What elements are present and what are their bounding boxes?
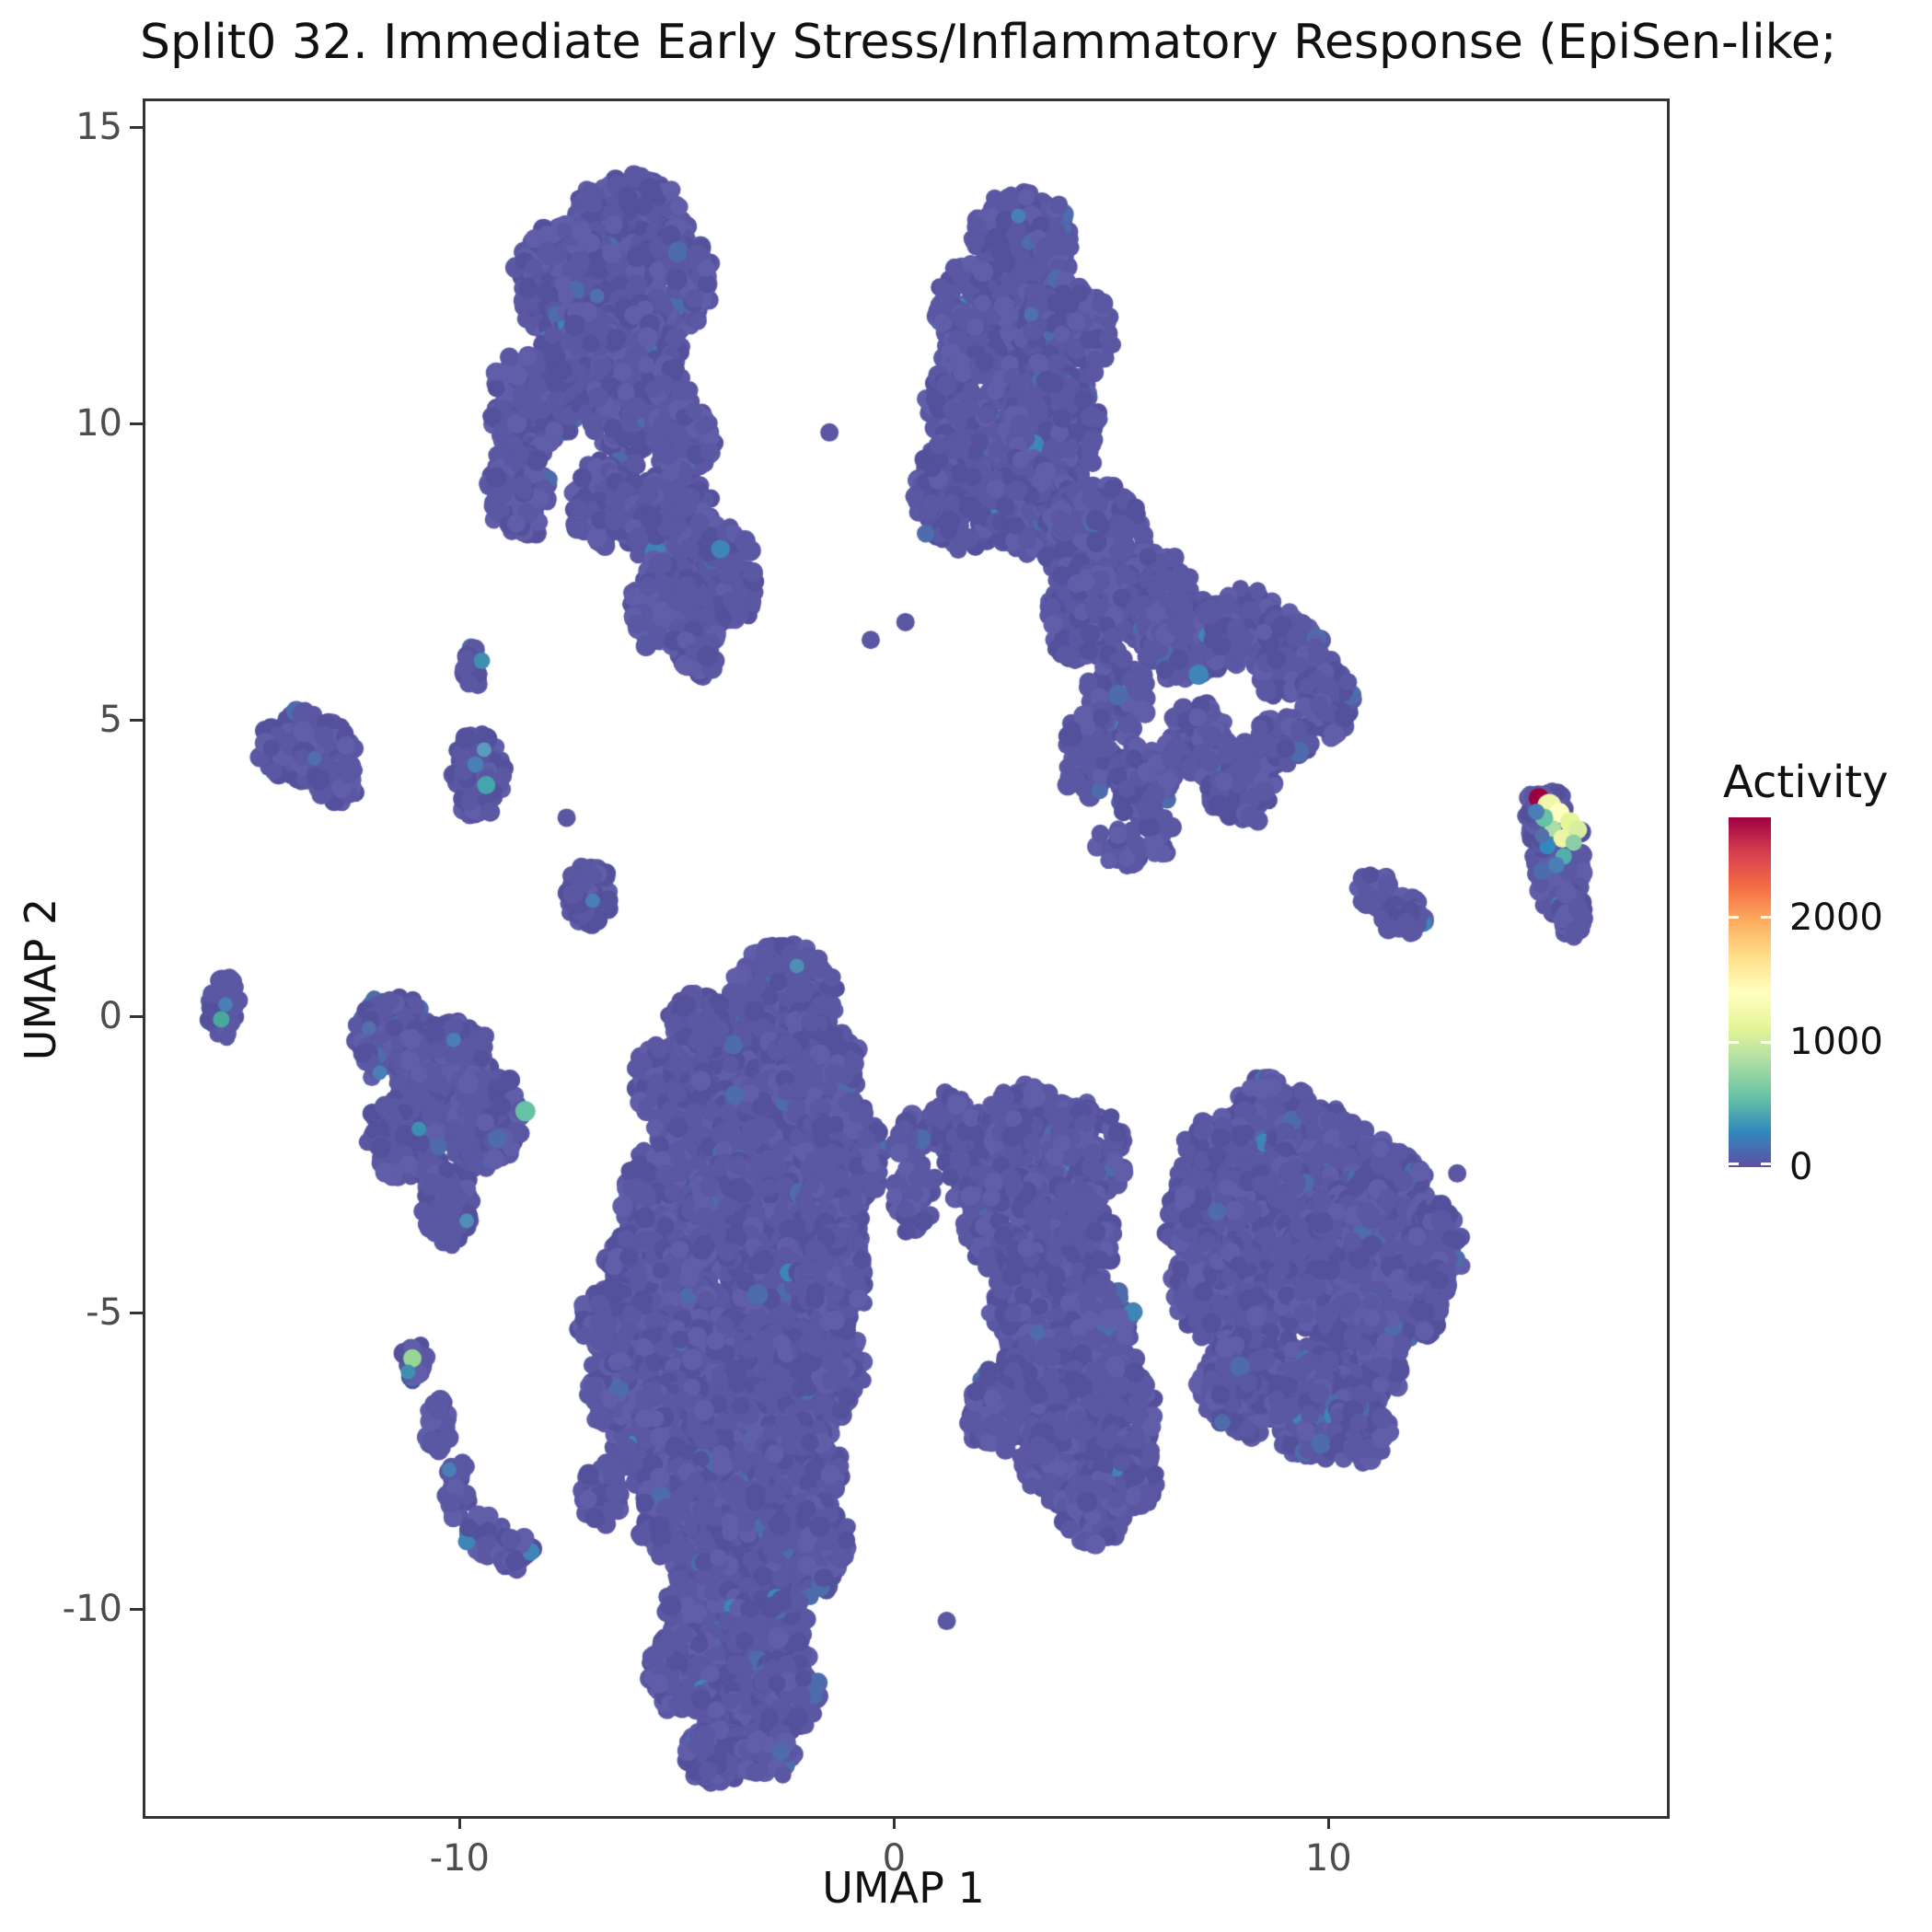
legend-colorbar [1729,817,1771,1167]
x-tick-mark [892,1816,896,1829]
y-tick-label: -10 [62,1588,122,1631]
x-axis-label: UMAP 1 [822,1863,985,1913]
y-tick-mark [130,1311,143,1314]
y-tick-label: 15 [75,106,122,149]
y-tick-mark [130,1014,143,1018]
plot-panel [143,98,1670,1819]
plot-title: Split0 32. Immediate Early Stress/Inflam… [140,15,1837,70]
y-tick-label: 5 [98,699,122,742]
y-tick-mark [130,422,143,425]
legend-tick-notch [1729,916,1739,920]
legend-tick-label: 1000 [1789,1021,1883,1064]
y-axis-label: UMAP 2 [16,897,65,1061]
y-tick-label: 0 [98,995,122,1038]
x-tick-mark [1326,1816,1330,1829]
y-tick-mark [130,718,143,722]
y-tick-mark [130,1607,143,1611]
legend-tick-notch [1729,1162,1739,1165]
y-tick-label: -5 [86,1291,122,1335]
x-tick-label: 10 [1304,1837,1352,1880]
x-tick-label: 0 [882,1837,907,1880]
y-tick-label: 10 [75,402,122,445]
legend-tick-label: 0 [1789,1146,1813,1188]
legend-tick-notch [1761,1040,1771,1044]
legend-title: Activity [1723,757,1889,808]
legend-tick-notch [1761,916,1771,920]
scatter-canvas [145,101,1667,1816]
y-tick-mark [130,125,143,129]
x-tick-mark [457,1816,461,1829]
legend-tick-label: 2000 [1789,896,1883,939]
legend-tick-notch [1761,1162,1771,1165]
legend-tick-notch [1729,1040,1739,1044]
x-tick-label: -10 [429,1837,490,1880]
